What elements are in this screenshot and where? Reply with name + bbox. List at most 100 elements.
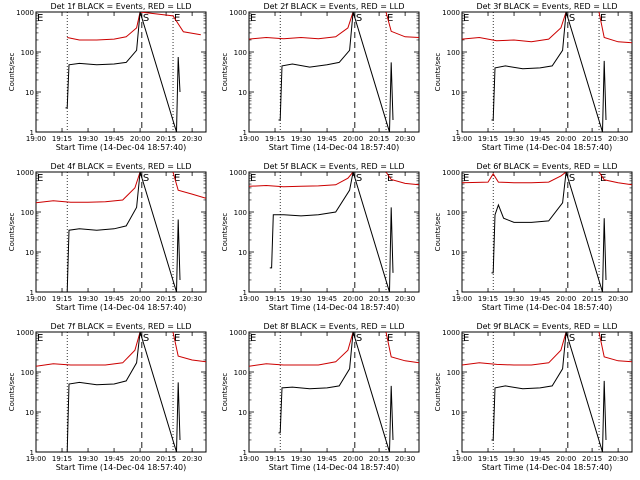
y-tick-label: 100 — [447, 209, 460, 217]
panel-det-5: Det 5f BLACK = Events, RED = LLD 1 10 100 10… — [221, 162, 420, 312]
marker-label-e: E — [174, 173, 180, 184]
x-axis-label: Start Time (14-Dec-04 18:57:40) — [482, 143, 613, 152]
y-tick-label: 10 — [25, 249, 34, 257]
x-tick-label: 19:15 — [52, 135, 72, 143]
x-tick-label: 19:30 — [78, 135, 98, 143]
y-tick-label: 100 — [21, 209, 34, 217]
series-line-red-lld — [598, 172, 632, 186]
panel-title: Det 6f BLACK = Events, RED = LLD — [476, 162, 617, 171]
x-tick-label: 19:45 — [104, 135, 124, 143]
marker-label-e: E — [600, 13, 606, 24]
x-tick-label: 20:30 — [182, 295, 202, 303]
series-line-black-events — [491, 12, 607, 132]
series-line-red-lld — [462, 332, 567, 366]
y-axis-label: Counts/sec — [434, 213, 442, 252]
panel-det-8: Det 8f BLACK = Events, RED = LLD 1 10 100 10… — [221, 322, 420, 472]
series-line-red-lld — [385, 12, 419, 38]
series-line-red-lld — [598, 12, 632, 44]
y-axis-label: Counts/sec — [434, 53, 442, 92]
y-tick-label: 10 — [238, 89, 247, 97]
panel-det-6: Det 6f BLACK = Events, RED = LLD 1 10 100 10… — [434, 162, 633, 312]
series-line-black-events — [269, 172, 394, 292]
x-tick-label: 19:00 — [452, 135, 472, 143]
x-tick-label: 19:45 — [104, 295, 124, 303]
panel-det-2: Det 2f BLACK = Events, RED = LLD 1 10 100 10… — [221, 2, 420, 152]
y-tick-label: 1000 — [16, 329, 34, 337]
marker-label-s: S — [569, 13, 575, 24]
plot-frame — [35, 11, 207, 133]
marker-label-s: S — [356, 333, 362, 344]
x-axis-label: Start Time (14-Dec-04 18:57:40) — [482, 303, 613, 312]
marker-label-s: S — [569, 173, 575, 184]
panel-title: Det 8f BLACK = Events, RED = LLD — [263, 322, 404, 331]
y-tick-label: 100 — [21, 49, 34, 57]
plot-frame — [35, 331, 207, 453]
x-tick-label: 19:00 — [239, 135, 259, 143]
y-tick-label: 10 — [451, 249, 460, 257]
marker-label-e: E — [37, 333, 43, 344]
y-tick-label: 10 — [25, 89, 34, 97]
y-tick-label: 10 — [238, 409, 247, 417]
x-tick-label: 20:30 — [182, 455, 202, 463]
panel-title: Det 2f BLACK = Events, RED = LLD — [263, 2, 404, 11]
x-tick-label: 19:00 — [26, 295, 46, 303]
x-tick-label: 19:15 — [265, 455, 285, 463]
plot-frame — [35, 171, 207, 293]
series-line-black-events — [278, 12, 394, 132]
x-tick-label: 19:15 — [265, 135, 285, 143]
panel-det-9: Det 9f BLACK = Events, RED = LLD 1 10 100 10… — [434, 322, 633, 472]
x-tick-label: 19:30 — [504, 135, 524, 143]
y-tick-label: 100 — [234, 369, 247, 377]
panel-det-1: Det 1f BLACK = Events, RED = LLD 1 10 100 10… — [8, 2, 207, 152]
x-tick-label: 19:15 — [52, 295, 72, 303]
x-axis-label: Start Time (14-Dec-04 18:57:40) — [56, 143, 187, 152]
marker-label-e: E — [37, 173, 43, 184]
x-tick-label: 20:30 — [608, 135, 628, 143]
panel-title: Det 5f BLACK = Events, RED = LLD — [263, 162, 404, 171]
marker-label-e: E — [174, 13, 180, 24]
x-tick-label: 19:30 — [291, 135, 311, 143]
series-line-red-lld — [172, 332, 206, 363]
y-tick-label: 1000 — [229, 9, 247, 17]
marker-label-e: E — [387, 13, 393, 24]
x-tick-label: 20:15 — [582, 455, 602, 463]
y-tick-label: 1000 — [229, 329, 247, 337]
y-tick-label: 1 — [30, 289, 34, 297]
marker-label-e: E — [250, 173, 256, 184]
marker-label-e: E — [250, 333, 256, 344]
panel-title: Det 9f BLACK = Events, RED = LLD — [476, 322, 617, 331]
x-tick-label: 19:15 — [52, 455, 72, 463]
x-tick-label: 19:45 — [104, 455, 124, 463]
x-tick-label: 20:00 — [343, 295, 363, 303]
x-tick-label: 20:00 — [556, 455, 576, 463]
x-tick-label: 19:00 — [239, 295, 259, 303]
x-tick-label: 20:00 — [130, 295, 150, 303]
plot-frame — [248, 331, 420, 453]
y-tick-label: 1000 — [16, 9, 34, 17]
y-axis-label: Counts/sec — [221, 213, 229, 252]
series-line-black-events — [65, 172, 181, 292]
x-tick-label: 19:45 — [530, 455, 550, 463]
x-tick-label: 19:00 — [26, 455, 46, 463]
y-axis-label: Counts/sec — [8, 213, 16, 252]
x-tick-label: 19:45 — [530, 295, 550, 303]
x-tick-label: 19:15 — [478, 295, 498, 303]
x-tick-label: 19:00 — [452, 295, 472, 303]
series-line-black-events — [278, 332, 394, 452]
y-tick-label: 1 — [30, 129, 34, 137]
y-axis-label: Counts/sec — [8, 373, 16, 412]
series-line-red-lld — [462, 172, 567, 184]
y-tick-label: 10 — [25, 409, 34, 417]
x-tick-label: 20:00 — [556, 135, 576, 143]
x-tick-label: 20:15 — [582, 135, 602, 143]
y-tick-label: 1000 — [442, 169, 460, 177]
x-tick-label: 20:15 — [156, 135, 176, 143]
marker-label-e: E — [174, 333, 180, 344]
x-tick-label: 19:45 — [317, 135, 337, 143]
marker-label-s: S — [569, 333, 575, 344]
panel-title: Det 1f BLACK = Events, RED = LLD — [50, 2, 191, 11]
series-line-red-lld — [385, 172, 419, 186]
series-line-black-events — [491, 332, 607, 452]
x-axis-label: Start Time (14-Dec-04 18:57:40) — [56, 463, 187, 472]
